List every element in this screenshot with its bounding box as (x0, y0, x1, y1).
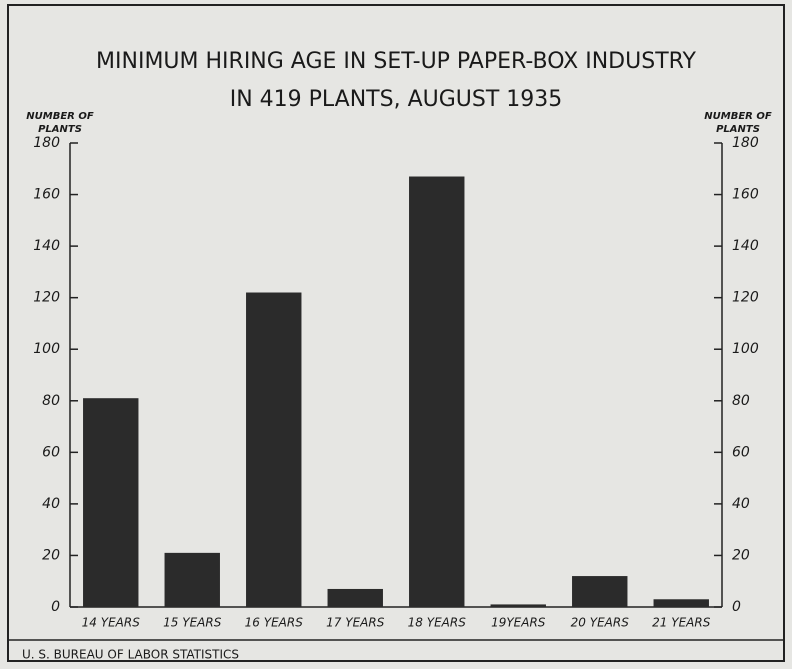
x-tick-label: 14 YEARS (82, 616, 141, 630)
bar (327, 588, 383, 607)
y2-tick-label: 80 (732, 393, 750, 409)
bar (164, 552, 220, 607)
y-tick-label: 20 (42, 547, 60, 563)
bar (490, 604, 546, 607)
y-tick-label: 120 (33, 290, 60, 306)
chart-title: IN 419 PLANTS, AUGUST 1935 (230, 87, 563, 112)
y-tick-label: 100 (33, 341, 60, 357)
bar (572, 576, 628, 607)
x-tick-label: 21 YEARS (652, 616, 711, 630)
bar (83, 398, 139, 607)
y2-tick-label: 140 (732, 238, 759, 254)
x-tick-label: 18 YEARS (408, 616, 467, 630)
y2-tick-label: 160 (732, 187, 759, 203)
y-tick-label: 160 (33, 187, 60, 203)
y-tick-label: 60 (42, 444, 60, 460)
y2-tick-label: 0 (732, 599, 741, 615)
bar (246, 292, 302, 607)
x-tick-label: 15 YEARS (163, 616, 222, 630)
y2-axis-label: PLANTS (716, 124, 760, 135)
y2-tick-label: 100 (732, 341, 759, 357)
y2-tick-label: 120 (732, 290, 759, 306)
bar (409, 176, 465, 607)
y-tick-label: 40 (42, 496, 60, 512)
x-tick-label: 17 YEARS (326, 616, 385, 630)
y-tick-label: 0 (51, 599, 60, 615)
y2-tick-label: 40 (732, 496, 750, 512)
chart-title: MINIMUM HIRING AGE IN SET-UP PAPER-BOX I… (96, 49, 696, 74)
y-axis-label: NUMBER OF (26, 111, 94, 122)
x-tick-label: 20 YEARS (571, 616, 630, 630)
x-tick-label: 16 YEARS (245, 616, 304, 630)
y2-tick-label: 60 (732, 444, 750, 460)
y-axis-label: PLANTS (38, 124, 82, 135)
y2-tick-label: 180 (732, 135, 759, 151)
y-tick-label: 180 (33, 135, 60, 151)
x-tick-label: 19YEARS (491, 616, 546, 630)
y-tick-label: 140 (33, 238, 60, 254)
y2-axis-label: NUMBER OF (704, 111, 772, 122)
y2-tick-label: 20 (732, 547, 750, 563)
bar (653, 599, 709, 607)
source: U. S. BUREAU OF LABOR STATISTICS (22, 648, 239, 662)
y-tick-label: 80 (42, 393, 60, 409)
